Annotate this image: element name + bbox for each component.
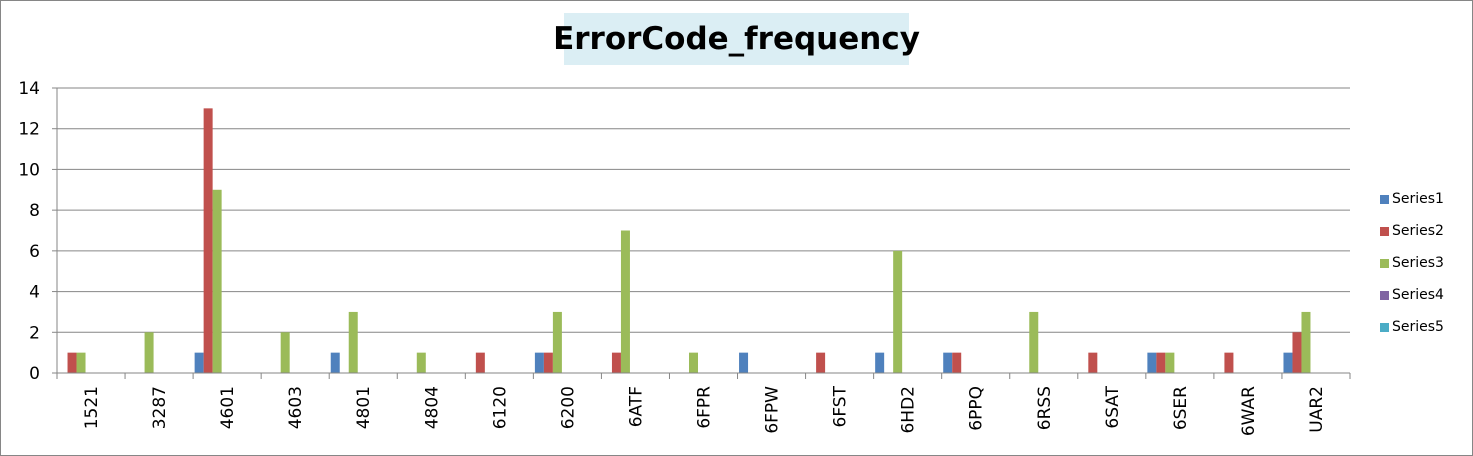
bar-series2-4601: [203, 108, 213, 373]
x-category-label: 6FPW: [763, 386, 783, 434]
x-category-label: 4603: [286, 386, 306, 429]
legend-item-series5: Series5: [1380, 311, 1472, 343]
bar-series2-6atf: [611, 352, 621, 373]
bar-series3-6atf: [620, 230, 630, 373]
bar-series2-6fst: [816, 352, 826, 373]
legend: Series1 Series2 Series3 Series4 Series5: [1380, 183, 1472, 343]
bar-series1-6fpw: [739, 352, 749, 373]
x-category-label: 6SAT: [1103, 385, 1123, 428]
bar-series1-6ser: [1147, 352, 1157, 373]
x-category-label: 6200: [558, 386, 578, 429]
bar-series3-6fpr: [689, 352, 698, 373]
bar-series3-3287: [144, 332, 154, 373]
x-category-label: 4801: [354, 386, 374, 429]
x-category-label: 6RSS: [1035, 386, 1055, 430]
legend-label: Series5: [1392, 319, 1444, 335]
y-tick-label: 0: [29, 364, 40, 384]
bar-series1-6ppq: [943, 352, 953, 373]
axes: [52, 87, 1351, 379]
bar-series1-6200: [534, 352, 544, 373]
y-tick-label: 10: [18, 160, 40, 180]
x-category-label: 6ATF: [626, 386, 646, 427]
bar-series2-6war: [1224, 352, 1234, 373]
bar-series2-6ppq: [952, 352, 962, 373]
legend-item-series2: Series2: [1380, 215, 1472, 247]
bar-series3-6200: [552, 311, 562, 373]
y-tick-label: 8: [29, 201, 40, 221]
legend-swatch: [1380, 226, 1389, 236]
bar-series1-4801: [330, 352, 340, 373]
legend-swatch: [1380, 258, 1389, 268]
y-tick-label: 6: [29, 242, 40, 262]
x-category-label: 3287: [150, 386, 170, 429]
gridlines: [57, 87, 1350, 333]
bar-series3-6rss: [1029, 311, 1039, 373]
y-tick-label: 2: [29, 323, 40, 343]
y-tick-label: 12: [18, 120, 40, 140]
legend-item-series1: Series1: [1380, 183, 1472, 215]
x-category-label: 6WAR: [1239, 386, 1259, 436]
bar-series3-6hd2: [893, 250, 903, 373]
bar-series3-4804: [416, 352, 426, 373]
bar-series2-uar2: [1292, 332, 1302, 373]
chart-title-box: ErrorCode_frequency: [553, 13, 920, 65]
bar-series3-4801: [348, 311, 358, 373]
y-tick-label: 4: [29, 283, 40, 303]
bar-series2-6120: [475, 352, 485, 373]
bar-series1-4601: [194, 352, 204, 373]
x-category-label: 4804: [422, 386, 442, 429]
bar-series2-1521: [67, 352, 77, 373]
chart-title: ErrorCode_frequency: [553, 21, 920, 57]
bar-series3-4603: [280, 332, 290, 373]
bar-series3-1521: [76, 352, 86, 373]
legend-label: Series4: [1392, 287, 1444, 303]
bar-series3-uar2: [1301, 311, 1311, 373]
bar-series3-6ser: [1165, 352, 1175, 373]
legend-swatch: [1380, 194, 1389, 204]
bar-series3-4601: [212, 189, 222, 373]
legend-label: Series1: [1392, 191, 1444, 207]
x-category-label: UAR2: [1307, 386, 1327, 433]
legend-label: Series3: [1392, 255, 1444, 271]
x-category-label: 6HD2: [899, 386, 919, 434]
x-category-label: 6FST: [831, 385, 851, 427]
bar-series2-6200: [543, 352, 553, 373]
legend-item-series3: Series3: [1380, 247, 1472, 279]
x-category-label: 6SER: [1171, 386, 1191, 430]
axis-labels: 0 2 4 6 8 10 12 14 1521 3287 4601 4603 4801 4804 6120 6…: [18, 79, 1327, 436]
x-category-label: 4601: [218, 386, 238, 429]
bar-series2-6ser: [1156, 352, 1166, 373]
legend-item-series4: Series4: [1380, 279, 1472, 311]
legend-swatch: [1380, 290, 1389, 300]
x-category-label: 6120: [490, 386, 510, 429]
x-category-label: 6PPQ: [967, 386, 987, 431]
legend-label: Series2: [1392, 223, 1444, 239]
y-tick-label: 14: [18, 79, 40, 99]
bars: [67, 108, 1311, 373]
bar-series1-uar2: [1283, 352, 1293, 373]
x-category-label: 1521: [82, 386, 102, 429]
legend-swatch: [1380, 322, 1389, 332]
bar-series2-6sat: [1088, 352, 1098, 373]
bar-series1-6hd2: [875, 352, 885, 373]
x-category-label: 6FPR: [695, 386, 715, 429]
